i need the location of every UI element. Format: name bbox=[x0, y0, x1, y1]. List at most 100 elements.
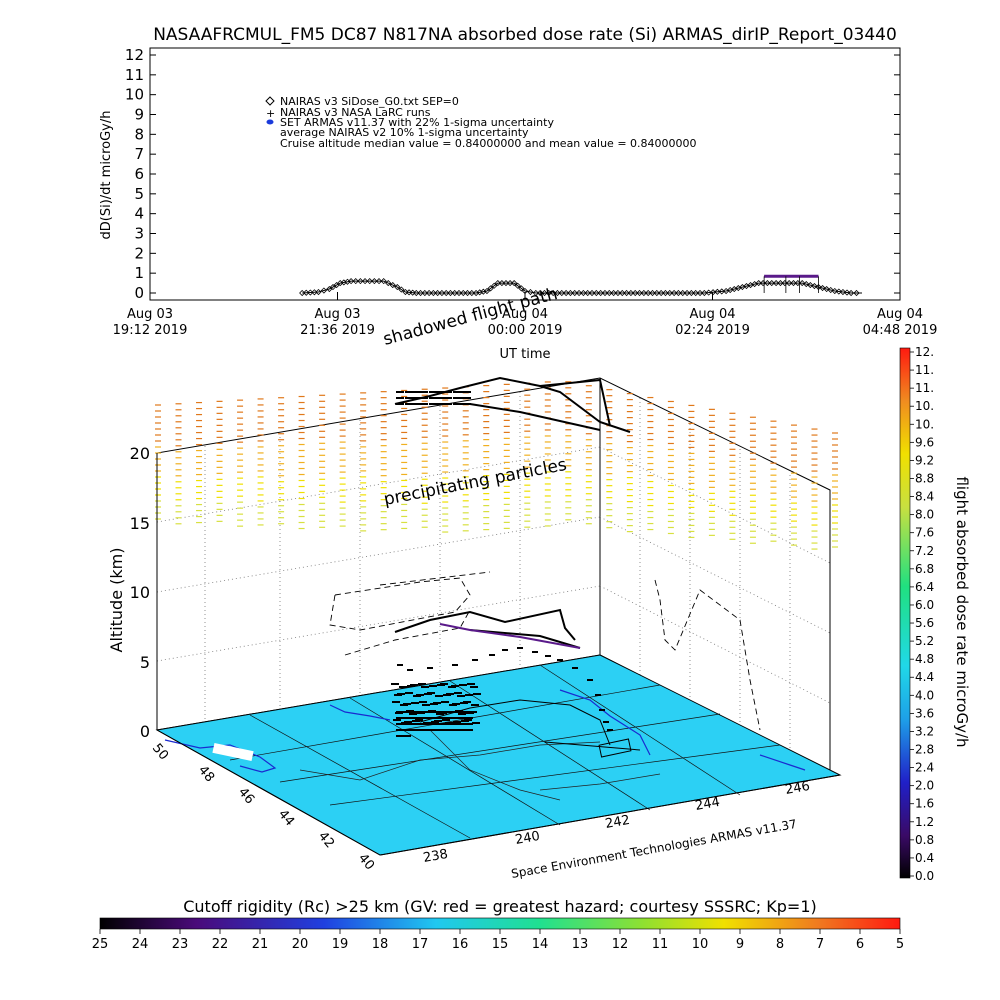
x-tick-date: Aug 04 bbox=[689, 307, 735, 322]
series-marker bbox=[426, 289, 433, 297]
chart-title: NASAAFRCMUL_FM5 DC87 N817NA absorbed dos… bbox=[153, 25, 897, 45]
series-marker bbox=[636, 289, 643, 297]
front-frame bbox=[156, 453, 841, 856]
series-marker bbox=[394, 283, 401, 291]
x-axis-label: UT time bbox=[500, 347, 551, 362]
rigidity-tick-label: 6 bbox=[856, 937, 864, 952]
flight-path-top bbox=[394, 376, 631, 433]
series-marker bbox=[671, 289, 678, 297]
lat-tick-label: 48 bbox=[195, 763, 217, 785]
rigidity-tick-label: 22 bbox=[212, 937, 229, 952]
lon-tick-label: 244 bbox=[694, 795, 721, 814]
legend-item: NAIRAS v3 NASA LaRC runs bbox=[280, 106, 431, 119]
series-marker bbox=[455, 289, 463, 297]
series-layer bbox=[299, 274, 862, 297]
flight-path-mid-dose bbox=[439, 623, 581, 649]
series-marker bbox=[389, 282, 396, 289]
dose-tick-label: 10. bbox=[915, 417, 934, 431]
series-marker bbox=[468, 289, 475, 297]
series-marker bbox=[662, 289, 669, 297]
y-tick-label: 7 bbox=[134, 145, 144, 163]
rigidity-tick-label: 9 bbox=[736, 937, 744, 952]
dose-tick-label: 12. bbox=[915, 345, 934, 359]
dose-tick-label: 10. bbox=[915, 399, 934, 413]
series-marker bbox=[398, 286, 405, 293]
descent-points bbox=[397, 647, 613, 731]
series-marker bbox=[514, 282, 521, 289]
series-marker bbox=[502, 280, 510, 287]
series-marker bbox=[405, 289, 413, 296]
series-marker bbox=[839, 288, 847, 296]
rigidity-tick-label: 24 bbox=[132, 937, 149, 952]
series-marker bbox=[511, 280, 518, 287]
ground-track-cluster bbox=[391, 683, 481, 737]
series-marker bbox=[366, 278, 373, 285]
rigidity-tick-label: 25 bbox=[92, 937, 109, 952]
x-tick-date: Aug 03 bbox=[127, 307, 173, 322]
series-marker bbox=[375, 278, 383, 285]
lat-tick-label: 42 bbox=[315, 829, 337, 851]
series-marker bbox=[653, 289, 660, 297]
rigidity-tick-label: 18 bbox=[372, 937, 389, 952]
series-marker bbox=[537, 289, 544, 297]
dose-tick-label: 1.6 bbox=[915, 797, 934, 811]
series-marker bbox=[430, 289, 437, 297]
series-marker bbox=[545, 289, 552, 297]
x-tick-date: Aug 04 bbox=[877, 307, 923, 322]
series-marker bbox=[606, 289, 613, 297]
series-marker bbox=[593, 289, 600, 297]
series-marker bbox=[563, 289, 570, 297]
series-marker bbox=[326, 285, 333, 293]
series-marker bbox=[417, 289, 424, 297]
series-marker bbox=[714, 288, 721, 295]
rigidity-tick-label: 19 bbox=[332, 937, 349, 952]
rigidity-colorbar-ticks: 25 24 23 22 21 20 19 18 17 16 15 14 13 12 11 10 9 8 7 6 5 bbox=[92, 929, 904, 952]
rigidity-tick-label: 11 bbox=[652, 937, 669, 952]
y-tick-label: 3 bbox=[134, 225, 144, 243]
series-marker bbox=[759, 280, 767, 287]
series-marker bbox=[709, 289, 717, 296]
annotation-precipitating-particles: precipitating particles bbox=[382, 455, 568, 510]
y-tick-label: 9 bbox=[134, 106, 144, 124]
z-tick-label: 15 bbox=[130, 514, 150, 533]
dose-tick-label: 0.0 bbox=[915, 869, 934, 883]
wall-grid bbox=[156, 392, 831, 752]
series-marker bbox=[597, 289, 604, 297]
dose-tick-label: 2.8 bbox=[915, 743, 934, 757]
dose-tick-label: 7.6 bbox=[915, 526, 934, 540]
series-marker bbox=[315, 288, 322, 296]
legend-item: Cruise altitude median value = 0.8400000… bbox=[280, 137, 697, 150]
series-marker bbox=[848, 289, 855, 297]
legend-diamond-icon bbox=[265, 96, 275, 106]
series-marker bbox=[831, 287, 838, 295]
rigidity-tick-label: 10 bbox=[692, 937, 709, 952]
series-marker bbox=[409, 289, 416, 296]
series-marker bbox=[819, 284, 826, 292]
series-marker bbox=[645, 289, 652, 297]
series-marker bbox=[460, 289, 467, 297]
series-marker bbox=[679, 289, 686, 297]
rigidity-tick-label: 20 bbox=[292, 937, 309, 952]
series-marker bbox=[558, 289, 565, 297]
series-marker bbox=[755, 280, 762, 287]
y-tick-label: 4 bbox=[134, 205, 144, 223]
x-tick-time: 00:00 2019 bbox=[488, 323, 563, 338]
series-marker bbox=[640, 289, 647, 297]
legend: NAIRAS v3 SiDose_G0.txt SEP=0 + NAIRAS v… bbox=[265, 95, 697, 150]
lon-axis-ticks: 238 240 242 244 246 bbox=[422, 779, 811, 866]
x-tick-date: Aug 04 bbox=[502, 307, 548, 322]
series-marker bbox=[320, 287, 327, 294]
rigidity-tick-label: 5 bbox=[896, 937, 904, 952]
series-marker bbox=[790, 280, 797, 287]
lon-tick-label: 246 bbox=[784, 779, 811, 798]
dose-tick-label: 4.4 bbox=[915, 670, 934, 684]
lon-tick-label: 242 bbox=[604, 813, 631, 832]
series-marker bbox=[464, 289, 471, 297]
dose-tick-label: 2.4 bbox=[915, 761, 934, 775]
series-marker bbox=[835, 288, 842, 295]
dose-tick-label: 8.8 bbox=[915, 471, 934, 485]
credit-line: Space Environment Technologies ARMAS v11… bbox=[510, 817, 798, 881]
x-tick-date: Aug 03 bbox=[314, 307, 360, 322]
